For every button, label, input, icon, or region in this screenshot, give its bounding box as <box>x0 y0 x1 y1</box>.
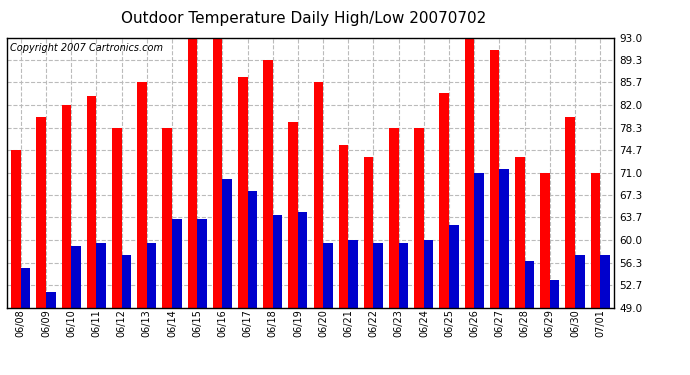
Bar <box>238 77 248 308</box>
Bar <box>121 255 131 308</box>
Bar <box>566 117 575 308</box>
Bar <box>449 225 459 308</box>
Bar <box>515 157 524 308</box>
Bar <box>591 172 600 308</box>
Bar <box>298 212 308 308</box>
Bar <box>424 240 433 308</box>
Bar <box>11 150 21 308</box>
Bar <box>490 50 500 308</box>
Bar <box>112 128 121 308</box>
Bar <box>172 219 181 308</box>
Bar <box>288 122 298 308</box>
Bar <box>600 255 610 308</box>
Bar <box>540 172 550 308</box>
Bar <box>464 38 474 308</box>
Bar <box>273 216 282 308</box>
Bar <box>46 292 55 308</box>
Text: Copyright 2007 Cartronics.com: Copyright 2007 Cartronics.com <box>10 43 163 53</box>
Bar <box>61 105 71 308</box>
Bar <box>162 128 172 308</box>
Bar <box>197 219 207 308</box>
Bar <box>575 255 584 308</box>
Bar <box>440 93 449 308</box>
Bar <box>71 246 81 308</box>
Bar <box>263 60 273 308</box>
Bar <box>414 128 424 308</box>
Bar <box>97 243 106 308</box>
Bar <box>364 157 373 308</box>
Bar <box>550 280 560 308</box>
Bar <box>248 191 257 308</box>
Bar <box>222 178 232 308</box>
Bar <box>500 170 509 308</box>
Bar <box>87 96 97 308</box>
Bar <box>348 240 358 308</box>
Bar <box>147 243 157 308</box>
Bar <box>474 172 484 308</box>
Bar <box>373 243 383 308</box>
Bar <box>37 117 46 308</box>
Bar <box>213 38 222 308</box>
Bar <box>137 82 147 308</box>
Bar <box>399 243 408 308</box>
Bar <box>323 243 333 308</box>
Bar <box>313 82 323 308</box>
Bar <box>339 145 348 308</box>
Bar <box>389 128 399 308</box>
Text: Outdoor Temperature Daily High/Low 20070702: Outdoor Temperature Daily High/Low 20070… <box>121 11 486 26</box>
Bar <box>524 261 534 308</box>
Bar <box>188 38 197 308</box>
Bar <box>21 268 30 308</box>
